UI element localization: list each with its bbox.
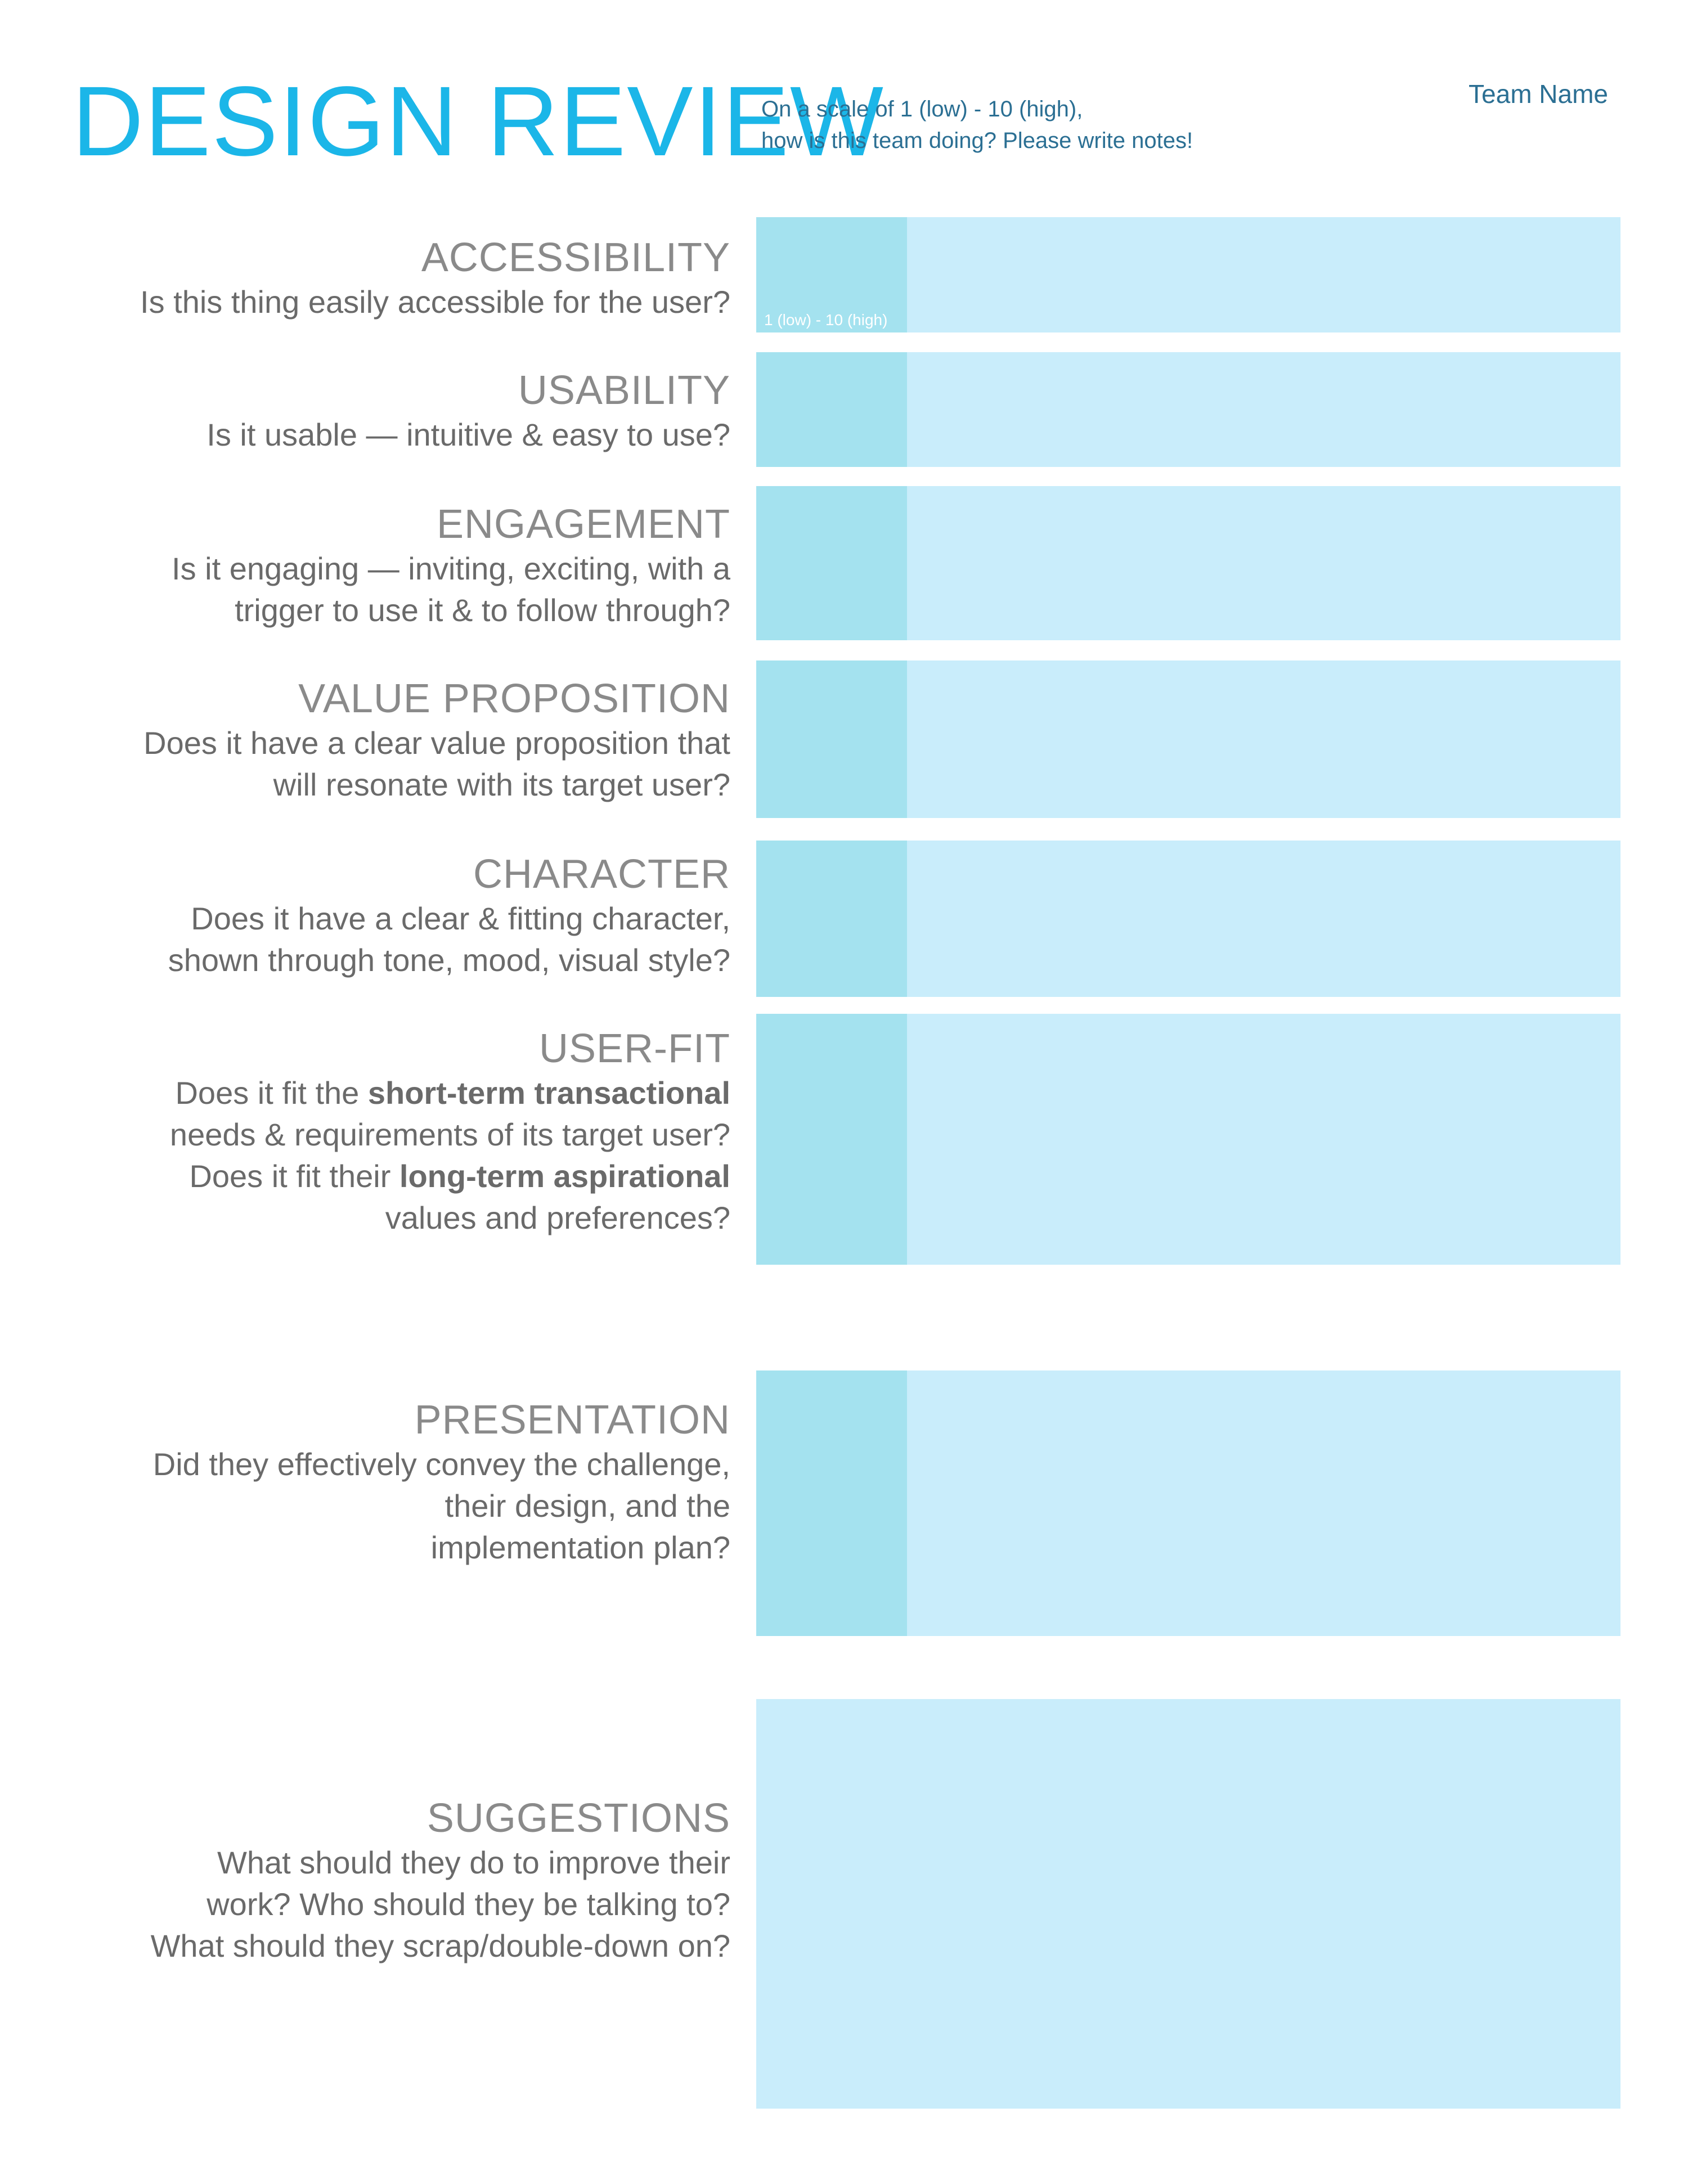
section-title: USER-FIT — [539, 1026, 730, 1071]
question-text: Does it fit the — [175, 1075, 368, 1111]
section-question-line-1: Does it fit the short-term transactional — [0, 1072, 730, 1114]
engagement-score-field[interactable] — [756, 486, 907, 640]
section-question-line-3: Does it fit their long-term aspirational — [0, 1156, 730, 1197]
question-text: Does it fit their — [189, 1158, 399, 1194]
section-title: SUGGESTIONS — [427, 1796, 730, 1841]
character-notes-field[interactable] — [907, 841, 1620, 997]
section-question-line-2: their design, and the — [445, 1488, 730, 1524]
section-question-line-1: Is it engaging — inviting, exciting, wit… — [172, 551, 730, 586]
suggestions-notes-field[interactable] — [756, 1699, 1620, 2109]
section-presentation: PRESENTATION Did they effectively convey… — [0, 1396, 730, 1569]
instructions-line-2: how is this team doing? Please write not… — [761, 128, 1193, 153]
presentation-box — [756, 1370, 1620, 1636]
section-usability: USABILITY Is it usable — intuitive & eas… — [0, 367, 730, 456]
section-title: ENGAGEMENT — [436, 502, 730, 547]
section-engagement: ENGAGEMENT Is it engaging — inviting, ex… — [0, 501, 730, 631]
section-title: PRESENTATION — [414, 1397, 730, 1442]
instructions: On a scale of 1 (low) - 10 (high), how i… — [761, 93, 1324, 156]
section-question-line-1: What should they do to improve their — [217, 1845, 730, 1880]
section-suggestions: SUGGESTIONS What should they do to impro… — [0, 1795, 730, 1967]
section-character: CHARACTER Does it have a clear & fitting… — [0, 851, 730, 981]
accessibility-score-field[interactable]: 1 (low) - 10 (high) — [756, 217, 907, 332]
section-question-line-1: Does it have a clear & fitting character… — [191, 901, 730, 936]
section-title: CHARACTER — [473, 852, 730, 897]
question-emphasis: long-term aspirational — [399, 1158, 730, 1194]
section-question-line-2: shown through tone, mood, visual style? — [168, 942, 730, 978]
usability-notes-field[interactable] — [907, 352, 1620, 467]
user-fit-box — [756, 1014, 1620, 1265]
section-question-line-1: Did they effectively convey the challeng… — [152, 1446, 730, 1482]
section-title: USABILITY — [518, 368, 730, 413]
section-question: Is this thing easily accessible for the … — [140, 284, 730, 320]
engagement-box — [756, 486, 1620, 640]
section-question-line-3: What should they scrap/double-down on? — [150, 1928, 730, 1963]
question-emphasis: short-term transactional — [367, 1075, 730, 1111]
presentation-notes-field[interactable] — [907, 1370, 1620, 1636]
usability-score-field[interactable] — [756, 352, 907, 467]
score-hint: 1 (low) - 10 (high) — [764, 311, 888, 329]
value-proposition-score-field[interactable] — [756, 660, 907, 818]
value-proposition-box — [756, 660, 1620, 818]
section-question-line-2: will resonate with its target user? — [273, 767, 730, 802]
section-question-line-4: values and preferences? — [385, 1200, 730, 1235]
section-accessibility: ACCESSIBILITY Is this thing easily acces… — [0, 234, 730, 323]
section-title: ACCESSIBILITY — [421, 235, 730, 280]
section-value-proposition: VALUE PROPOSITION Does it have a clear v… — [0, 675, 730, 806]
section-title: VALUE PROPOSITION — [298, 676, 730, 721]
team-name-field[interactable]: Team Name — [1469, 79, 1608, 109]
section-question-line-2: trigger to use it & to follow through? — [235, 592, 730, 628]
character-box — [756, 841, 1620, 997]
user-fit-score-field[interactable] — [756, 1014, 907, 1265]
presentation-score-field[interactable] — [756, 1370, 907, 1636]
section-question-line-2: needs & requirements of its target user? — [169, 1117, 730, 1152]
user-fit-notes-field[interactable] — [907, 1014, 1620, 1265]
engagement-notes-field[interactable] — [907, 486, 1620, 640]
usability-box — [756, 352, 1620, 467]
value-proposition-notes-field[interactable] — [907, 660, 1620, 818]
character-score-field[interactable] — [756, 841, 907, 997]
section-question: Is it usable — intuitive & easy to use? — [206, 417, 730, 452]
accessibility-notes-field[interactable] — [907, 217, 1620, 332]
page-title: DESIGN REVIEW — [72, 66, 885, 177]
section-question-line-1: Does it have a clear value proposition t… — [143, 725, 730, 761]
section-question-line-2: work? Who should they be talking to? — [206, 1886, 730, 1922]
accessibility-box: 1 (low) - 10 (high) — [756, 217, 1620, 332]
instructions-line-1: On a scale of 1 (low) - 10 (high), — [761, 97, 1083, 122]
section-question-line-3: implementation plan? — [430, 1530, 730, 1565]
section-user-fit: USER-FIT Does it fit the short-term tran… — [0, 1025, 730, 1239]
